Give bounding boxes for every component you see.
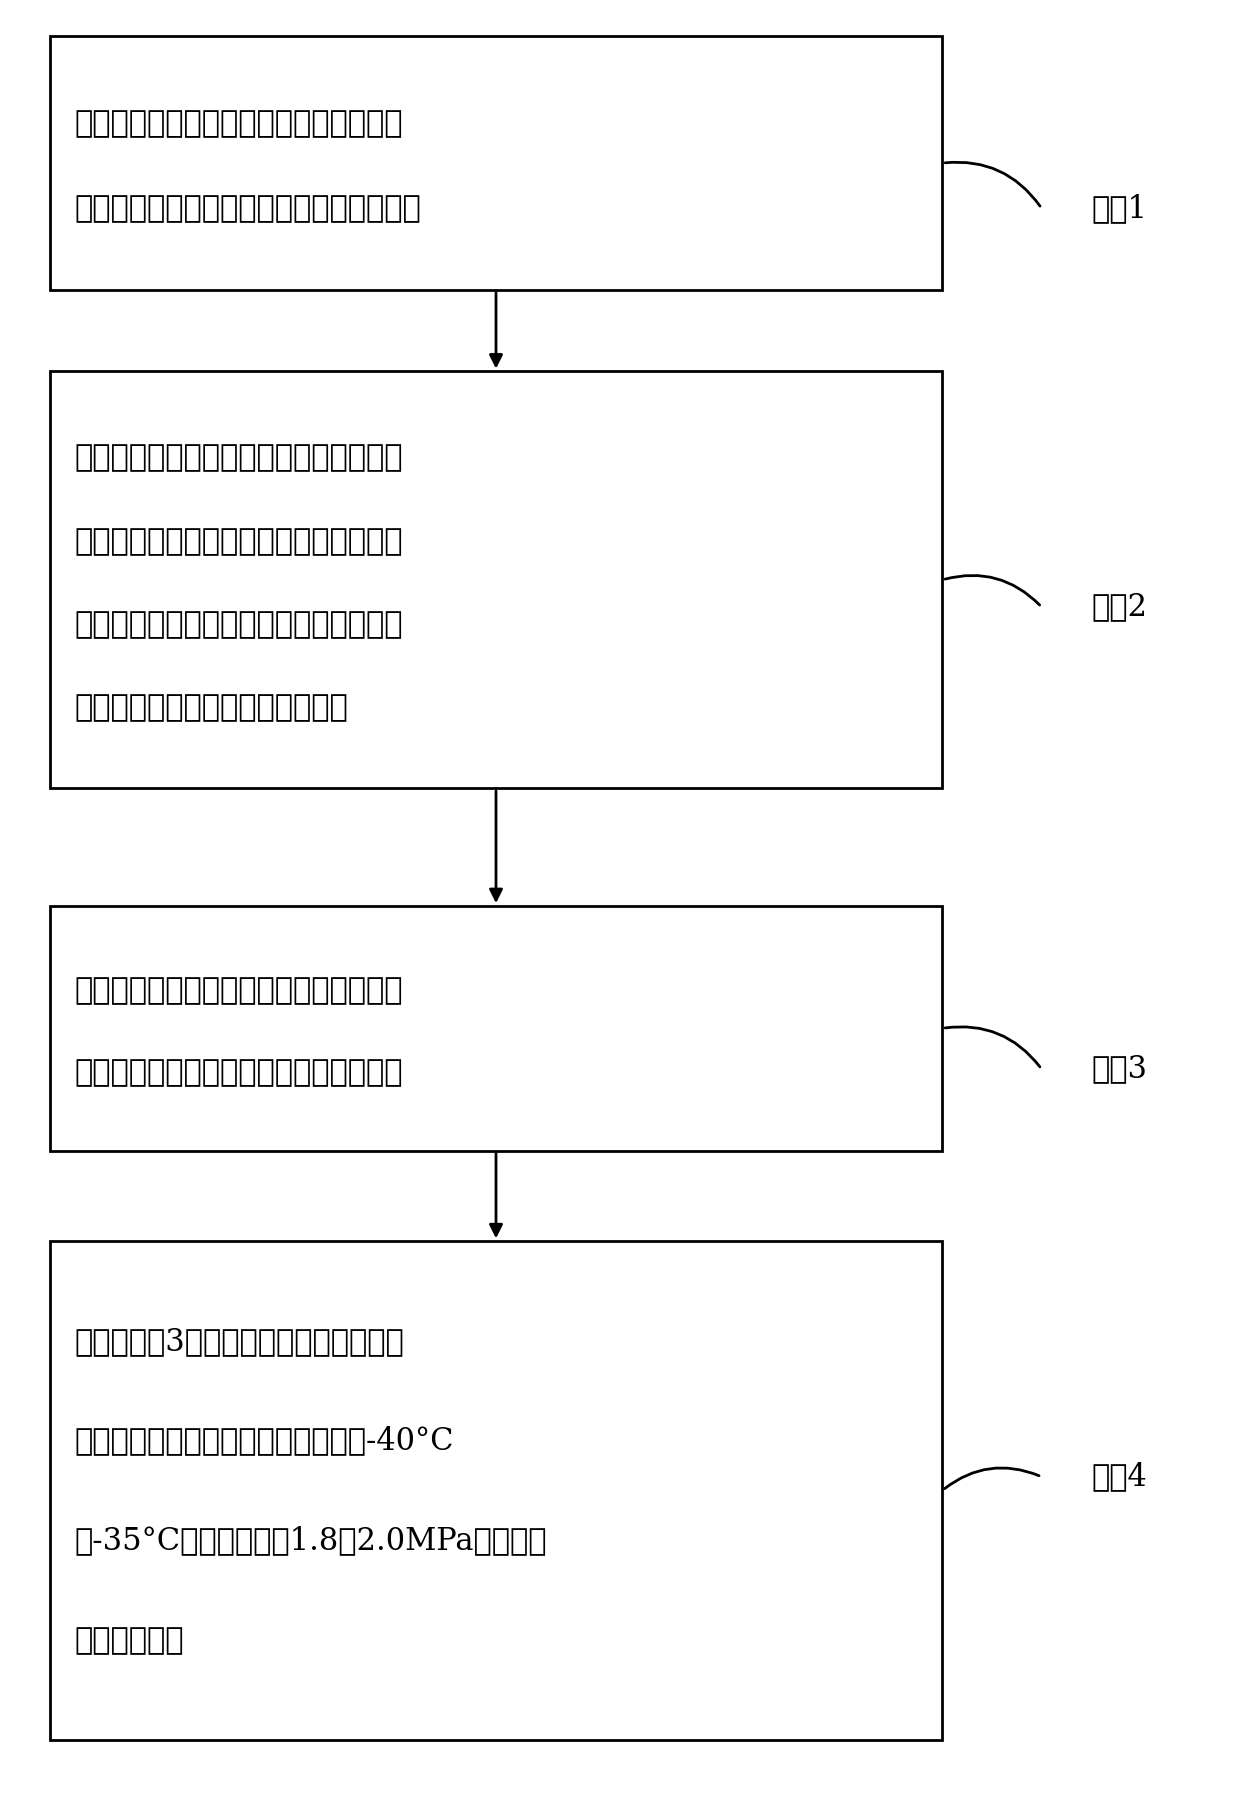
Text: 将所述步骤3中分离出的甲烷气体依次进: 将所述步骤3中分离出的甲烷气体依次进 <box>74 1326 404 1357</box>
Text: 行气液分离。: 行气液分离。 <box>74 1625 184 1656</box>
Text: 步骤1: 步骤1 <box>1091 192 1147 225</box>
Text: 对溶解有甲烷的所述轻烃溶剂进行闪蒸处: 对溶解有甲烷的所述轻烃溶剂进行闪蒸处 <box>74 975 403 1006</box>
Text: 步骤2: 步骤2 <box>1091 591 1147 623</box>
FancyBboxPatch shape <box>50 906 942 1151</box>
Text: 对所述油田伴生气的进行冷却处理，以使: 对所述油田伴生气的进行冷却处理，以使 <box>74 109 403 140</box>
Text: 理，以从该轻烃溶剂中分离出甲烷气体；: 理，以从该轻烃溶剂中分离出甲烷气体； <box>74 1056 403 1087</box>
Text: 行增压和降温处理，以使得温度低至-40°C: 行增压和降温处理，以使得温度低至-40°C <box>74 1426 454 1457</box>
FancyBboxPatch shape <box>50 36 942 290</box>
Text: 步骤3: 步骤3 <box>1091 1053 1147 1085</box>
Text: 接触，以使得所述油田伴生气中的甲烷溶: 接触，以使得所述油田伴生气中的甲烷溶 <box>74 525 403 556</box>
Text: 使冷却后的所述油田伴生气与轻烃溶剂相: 使冷却后的所述油田伴生气与轻烃溶剂相 <box>74 442 403 473</box>
Text: 解于所述轻烃溶剂中，并将未溶解于所述: 解于所述轻烃溶剂中，并将未溶解于所述 <box>74 609 403 640</box>
Text: ～-35°C，压力增大到1.8～2.0MPa，然后进: ～-35°C，压力增大到1.8～2.0MPa，然后进 <box>74 1526 547 1557</box>
FancyBboxPatch shape <box>50 371 942 788</box>
Text: 步骤4: 步骤4 <box>1091 1460 1147 1493</box>
Text: 得所述油田伴生气的温度降低至预设温度；: 得所述油田伴生气的温度降低至预设温度； <box>74 192 422 223</box>
Text: 轻烃溶剂的含有氮气的气体排出；: 轻烃溶剂的含有氮气的气体排出； <box>74 692 348 723</box>
FancyBboxPatch shape <box>50 1241 942 1740</box>
